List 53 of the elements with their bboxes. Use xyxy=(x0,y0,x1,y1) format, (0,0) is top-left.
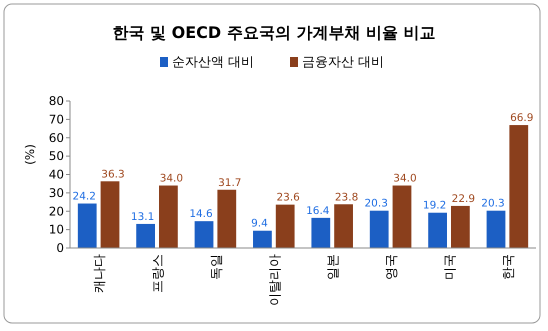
legend-label: 순자산액 대비 xyxy=(172,55,254,70)
data-label: 31.7 xyxy=(218,176,242,189)
data-label: 34.0 xyxy=(393,172,417,185)
chart-title: 한국 및 OECD 주요국의 가계부채 비율 비교 xyxy=(112,23,436,42)
bar xyxy=(334,204,353,248)
data-label: 23.6 xyxy=(276,192,300,204)
bar xyxy=(428,212,447,248)
y-tick-label: 80 xyxy=(48,94,64,108)
y-tick-label: 70 xyxy=(48,112,64,126)
data-label: 34.0 xyxy=(160,172,184,185)
bar xyxy=(392,186,412,248)
x-tick-label: 영국 xyxy=(384,254,400,280)
bar xyxy=(253,230,272,248)
y-axis-title: (%) xyxy=(23,144,37,165)
bar xyxy=(100,181,120,248)
x-tick-label: 일본 xyxy=(326,254,342,280)
bar xyxy=(194,221,214,248)
bar xyxy=(370,210,389,248)
data-label: 24.2 xyxy=(72,190,96,203)
x-tick-label: 이탈리아 xyxy=(268,254,283,306)
bar xyxy=(486,210,506,248)
data-label: 14.6 xyxy=(189,208,214,220)
x-tick-label: 미국 xyxy=(442,254,458,280)
bar xyxy=(509,125,528,248)
bar xyxy=(136,224,156,248)
data-label: 22.9 xyxy=(452,192,476,205)
bar xyxy=(450,206,470,248)
x-tick-label: 한국 xyxy=(501,254,516,280)
x-tick-label: 캐나다 xyxy=(92,254,108,293)
x-tick-label: 프랑스 xyxy=(151,254,166,293)
y-tick-label: 10 xyxy=(48,222,64,237)
data-label: 13.1 xyxy=(130,210,154,223)
legend-label: 금융자산 대비 xyxy=(302,55,384,70)
y-tick-label: 20 xyxy=(48,204,64,218)
data-label: 23.8 xyxy=(334,191,358,204)
data-label: 16.4 xyxy=(306,204,330,217)
bar xyxy=(276,204,295,248)
bar xyxy=(78,204,97,248)
bar xyxy=(311,218,330,248)
y-tick-label: 40 xyxy=(48,168,64,182)
y-tick-label: 0 xyxy=(56,241,64,255)
data-label: 36.3 xyxy=(101,168,125,180)
y-tick-label: 60 xyxy=(48,130,64,145)
y-tick-label: 30 xyxy=(48,186,64,200)
data-label: 9.4 xyxy=(251,218,268,230)
y-tick-label: 50 xyxy=(48,149,64,164)
x-tick-label: 독일 xyxy=(209,254,224,280)
bar xyxy=(217,190,236,248)
data-label: 19.2 xyxy=(422,200,446,212)
bar xyxy=(159,186,178,248)
data-label: 20.3 xyxy=(481,198,505,210)
data-label: 66.9 xyxy=(510,112,534,124)
data-label: 20.3 xyxy=(364,198,388,210)
